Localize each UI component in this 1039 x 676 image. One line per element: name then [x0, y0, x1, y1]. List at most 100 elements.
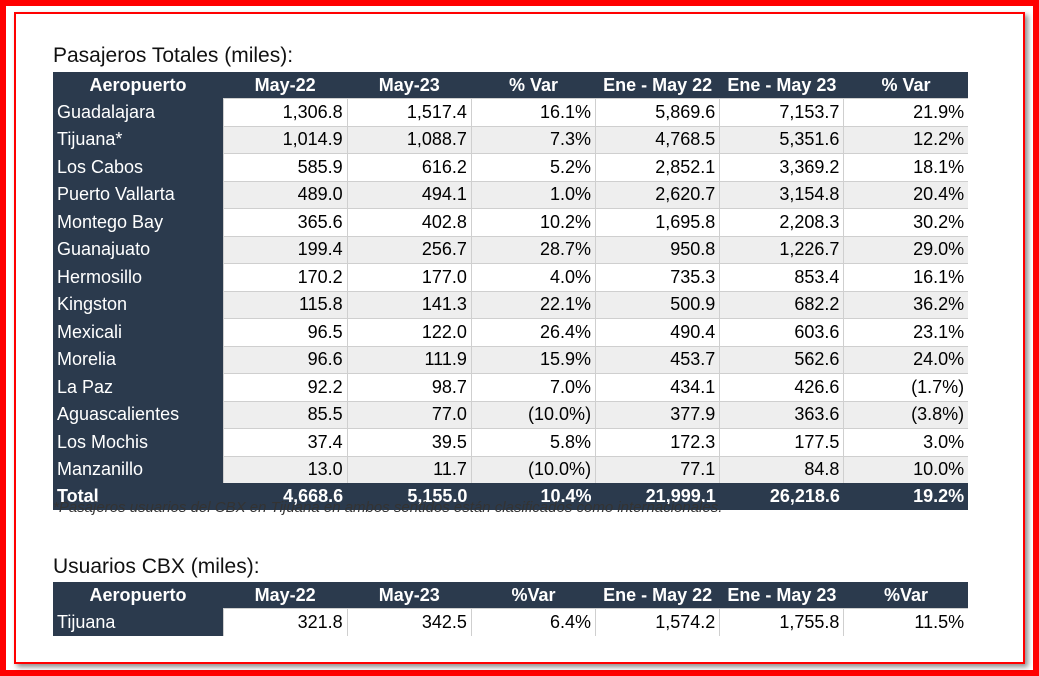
value-cell: 77.1	[595, 455, 720, 483]
value-cell: 562.6	[719, 345, 844, 374]
column-header: May-23	[347, 582, 472, 609]
value-cell: 172.3	[595, 428, 720, 456]
value-cell: 141.3	[346, 290, 472, 319]
value-cell: 2,620.7	[595, 180, 720, 209]
value-cell: 434.1	[595, 373, 720, 401]
value-cell: 7,153.7	[719, 98, 844, 126]
airport-name-cell: Morelia	[53, 346, 223, 374]
table-row: Tijuana* 1,014.9 1,088.7 7.3% 4,768.5 5,351.6…	[53, 125, 969, 154]
value-cell: 13.0	[222, 455, 348, 483]
airport-name-cell: Guadalajara	[53, 98, 223, 126]
value-cell: 122.0	[346, 318, 472, 346]
column-header: Ene - May 23	[719, 582, 844, 609]
table-row: Tijuana 321.8 342.5 6.4% 1,574.2 1,755.8 11.5%	[53, 608, 969, 636]
section-title-pasajeros: Pasajeros Totales (miles):	[53, 44, 294, 67]
value-cell: (1.7%)	[843, 373, 969, 401]
value-cell: 6.4%	[470, 608, 596, 636]
value-cell: 1,574.2	[595, 608, 720, 636]
value-cell: 489.0	[222, 180, 348, 209]
value-cell: (3.8%)	[843, 400, 969, 429]
value-cell: 453.7	[595, 345, 720, 374]
usuarios-cbx-table: Aeropuerto May-22 May-23 %Var Ene - May 22 En…	[53, 582, 969, 636]
value-cell: 426.6	[719, 373, 844, 401]
total-value-cell: 10.4%	[471, 483, 596, 510]
total-row: Total 4,668.6 5,155.0 10.4% 21,999.1 26,218.6…	[53, 483, 969, 510]
column-header: May-22	[223, 72, 348, 99]
value-cell: 177.5	[719, 428, 844, 456]
table-row: Manzanillo 13.0 11.7 (10.0%) 77.1 84.8 10.0%	[53, 455, 969, 483]
table-row: Morelia 96.6 111.9 15.9% 453.7 562.6 24.0%	[53, 345, 969, 374]
value-cell: 603.6	[719, 318, 844, 346]
column-header: Ene - May 22	[595, 72, 720, 99]
value-cell: 3,154.8	[719, 180, 844, 209]
total-value-cell: 5,155.0	[347, 483, 472, 510]
value-cell: 11.5%	[843, 608, 969, 636]
value-cell: 585.9	[222, 153, 348, 181]
column-header: %Var	[471, 582, 596, 609]
value-cell: 5,869.6	[595, 98, 720, 126]
value-cell: 16.1%	[843, 263, 969, 291]
value-cell: 7.3%	[470, 125, 596, 154]
airport-name-cell: Puerto Vallarta	[53, 181, 223, 209]
table-row: Guadalajara 1,306.8 1,517.4 16.1% 5,869.6 7,1…	[53, 98, 969, 126]
value-cell: 4,768.5	[595, 125, 720, 154]
value-cell: 7.0%	[470, 373, 596, 401]
value-cell: 1,755.8	[719, 608, 844, 636]
value-cell: 4.0%	[470, 263, 596, 291]
table-row: Montego Bay 365.6 402.8 10.2% 1,695.8 2,208.3…	[53, 208, 969, 236]
value-cell: 10.0%	[843, 455, 969, 483]
value-cell: 111.9	[346, 345, 472, 374]
value-cell: 177.0	[346, 263, 472, 291]
value-cell: 1,014.9	[222, 125, 348, 154]
value-cell: 3,369.2	[719, 153, 844, 181]
value-cell: 199.4	[222, 235, 348, 264]
column-header: May-22	[223, 582, 348, 609]
table-header-row: Aeropuerto May-22 May-23% Var Ene - May 22 E…	[53, 72, 969, 99]
value-cell: 12.2%	[843, 125, 969, 154]
value-cell: 92.2	[222, 373, 348, 401]
airport-name-cell: Montego Bay	[53, 208, 223, 236]
column-header: Aeropuerto	[53, 582, 223, 609]
value-cell: 735.3	[595, 263, 720, 291]
total-value-cell: 19.2%	[843, 483, 969, 510]
value-cell: 96.5	[222, 318, 348, 346]
value-cell: 98.7	[346, 373, 472, 401]
value-cell: 682.2	[719, 290, 844, 319]
value-cell: 490.4	[595, 318, 720, 346]
value-cell: 500.9	[595, 290, 720, 319]
value-cell: 1,306.8	[222, 98, 348, 126]
total-value-cell: 4,668.6	[223, 483, 348, 510]
value-cell: 24.0%	[843, 345, 969, 374]
value-cell: 2,208.3	[719, 208, 844, 236]
value-cell: 3.0%	[843, 428, 969, 456]
value-cell: 21.9%	[843, 98, 969, 126]
table-row: Hermosillo 170.2 177.0 4.0% 735.3 853.4 16.1%	[53, 263, 969, 291]
airport-name-cell: Los Mochis	[53, 428, 223, 456]
column-header: %Var	[843, 582, 969, 609]
airport-name-cell: La Paz	[53, 373, 223, 401]
value-cell: 170.2	[222, 263, 348, 291]
table-row: Guanajuato 199.4 256.7 28.7% 950.8 1,226.7 29.…	[53, 235, 969, 264]
value-cell: 15.9%	[470, 345, 596, 374]
column-header: May-23	[347, 72, 472, 99]
total-value-cell: 21,999.1	[595, 483, 720, 510]
column-header: % Var	[471, 72, 596, 99]
value-cell: 363.6	[719, 400, 844, 429]
value-cell: 853.4	[719, 263, 844, 291]
value-cell: 365.6	[222, 208, 348, 236]
value-cell: 39.5	[346, 428, 472, 456]
section-title-usuarios-cbx: Usuarios CBX (miles):	[53, 555, 260, 578]
value-cell: 11.7	[346, 455, 472, 483]
value-cell: 26.4%	[470, 318, 596, 346]
value-cell: 1,088.7	[346, 125, 472, 154]
value-cell: 1,517.4	[346, 98, 472, 126]
airport-name-cell: Manzanillo	[53, 456, 223, 483]
column-header: Ene - May 23	[719, 72, 844, 99]
value-cell: 1,695.8	[595, 208, 720, 236]
value-cell: 115.8	[222, 290, 348, 319]
table-row: Mexicali 96.5 122.0 26.4% 490.4 603.6 23.1%	[53, 318, 969, 346]
footnote: *Pasajeros usuarios del CBX en Tijuana e…	[53, 499, 723, 516]
airport-name-cell: Mexicali	[53, 318, 223, 346]
airport-name-cell: Hermosillo	[53, 263, 223, 291]
